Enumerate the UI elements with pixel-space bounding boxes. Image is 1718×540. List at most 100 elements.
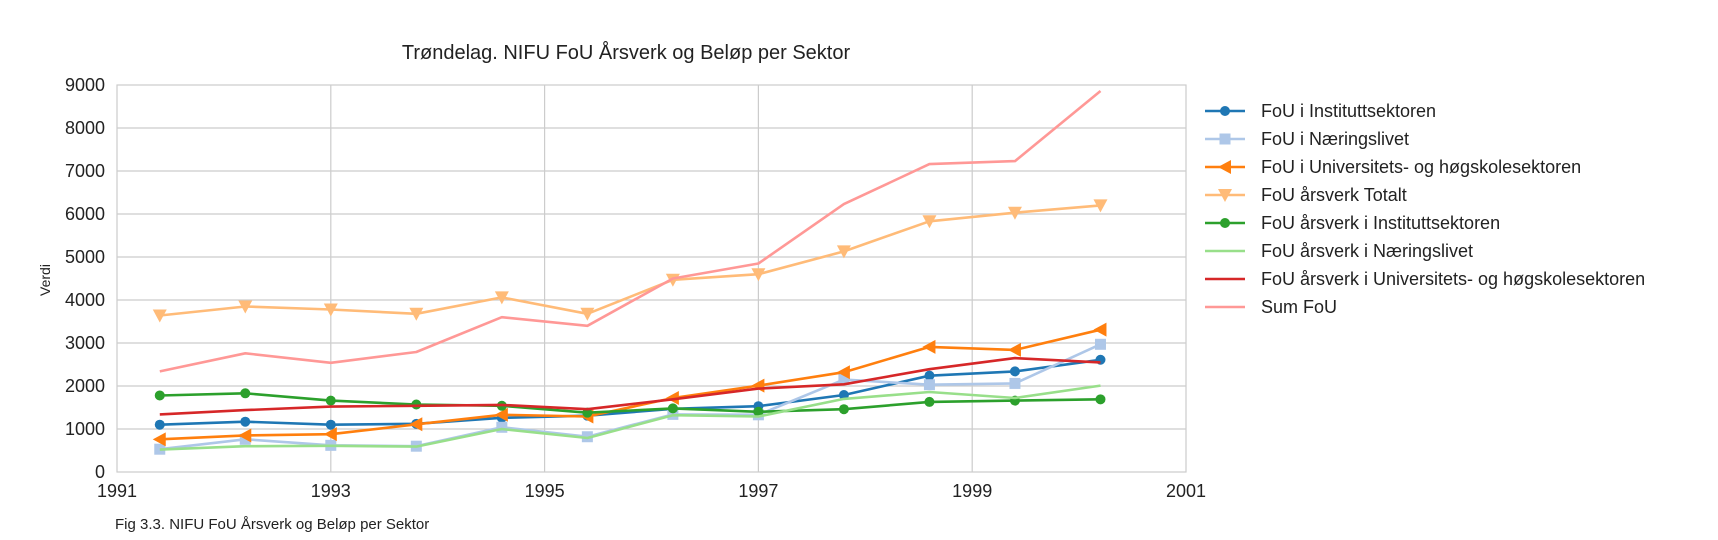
y-tick-label: 7000 <box>65 161 105 181</box>
data-point <box>922 215 937 229</box>
x-tick-label: 1991 <box>97 481 137 501</box>
series-line <box>159 356 1101 416</box>
legend-label: FoU årsverk i Instituttsektoren <box>1261 213 1500 233</box>
data-point <box>580 307 595 321</box>
y-tick-label: 1000 <box>65 419 105 439</box>
series-6 <box>159 384 1101 451</box>
y-tick-label: 3000 <box>65 333 105 353</box>
data-point <box>152 309 167 323</box>
legend-label: FoU årsverk i Næringslivet <box>1261 241 1473 261</box>
legend-marker <box>1220 106 1230 116</box>
chart-title: Trøndelag. NIFU FoU Årsverk og Beløp per… <box>402 41 851 64</box>
x-tick-label: 1993 <box>311 481 351 501</box>
data-point <box>238 300 253 314</box>
y-tick-label: 8000 <box>65 118 105 138</box>
data-point <box>1094 338 1106 350</box>
data-point <box>838 404 849 415</box>
legend-marker <box>1219 133 1231 145</box>
plot-area <box>116 84 1187 473</box>
data-point <box>154 443 166 455</box>
data-point <box>238 428 252 443</box>
series-5 <box>154 388 1106 418</box>
data-point <box>922 339 936 354</box>
series-line <box>159 89 1102 373</box>
y-tick-label: 9000 <box>65 75 105 95</box>
data-point <box>409 307 424 321</box>
legend-label: FoU i Næringslivet <box>1261 129 1409 149</box>
data-point <box>1009 366 1020 377</box>
data-point <box>923 379 935 391</box>
legend-label: FoU årsverk Totalt <box>1261 185 1407 205</box>
y-tick-label: 4000 <box>65 290 105 310</box>
data-point <box>1095 394 1106 405</box>
data-point <box>239 433 251 445</box>
legend-marker <box>1218 160 1231 174</box>
data-point <box>751 268 766 282</box>
x-tick-label: 1995 <box>525 481 565 501</box>
data-point <box>325 395 336 406</box>
series-line <box>159 328 1101 441</box>
legend-item: FoU årsverk i Instituttsektoren <box>1205 213 1500 233</box>
data-point <box>1093 199 1108 213</box>
legend-item: FoU årsverk i Næringslivet <box>1205 241 1473 261</box>
data-point <box>494 407 508 422</box>
series-line <box>159 204 1101 317</box>
legend-label: FoU i Instituttsektoren <box>1261 101 1436 121</box>
y-tick-label: 2000 <box>65 376 105 396</box>
data-point <box>836 365 850 380</box>
data-point <box>325 419 336 430</box>
data-point <box>1009 377 1021 389</box>
legend-label: FoU årsverk i Universitets- og høgskoles… <box>1261 269 1645 289</box>
data-point <box>1007 206 1022 220</box>
series-line <box>159 392 1101 414</box>
series-line <box>159 384 1101 451</box>
x-tick-label: 1997 <box>738 481 778 501</box>
data-point <box>1093 322 1107 337</box>
figure-caption: Fig 3.3. NIFU FoU Årsverk og Beløp per S… <box>115 516 430 533</box>
data-point <box>240 416 251 427</box>
legend-item: Sum FoU <box>1205 297 1337 317</box>
data-point <box>496 421 508 433</box>
data-point <box>409 417 423 432</box>
data-point <box>154 419 165 430</box>
series-8 <box>159 89 1102 373</box>
data-point <box>924 370 935 381</box>
data-point <box>667 403 678 414</box>
y-axis-label: Verdi <box>37 264 53 296</box>
legend-marker <box>1218 189 1232 202</box>
x-axis-ticks: 1991 1993 1995 1997 1999 2001 <box>97 481 1206 501</box>
legend: FoU i Instituttsektoren FoU i Næringslive… <box>1205 101 1645 317</box>
data-point <box>323 303 338 317</box>
legend-item: FoU i Universitets- og høgskolesektoren <box>1205 157 1581 177</box>
x-tick-label: 2001 <box>1166 481 1206 501</box>
y-tick-label: 6000 <box>65 204 105 224</box>
legend-item: FoU i Instituttsektoren <box>1205 101 1436 121</box>
data-point <box>924 396 935 407</box>
data-point <box>154 390 165 401</box>
data-point <box>753 406 764 417</box>
grid-lines <box>117 85 1186 472</box>
data-point <box>152 432 166 447</box>
data-point <box>1007 342 1021 357</box>
series-line <box>159 358 1101 426</box>
series-7 <box>159 356 1101 416</box>
legend-item: FoU årsverk Totalt <box>1205 185 1407 205</box>
x-tick-label: 1999 <box>952 481 992 501</box>
series-4 <box>152 199 1108 323</box>
data-point <box>323 427 337 442</box>
data-point <box>665 391 679 406</box>
data-point <box>494 291 509 305</box>
y-tick-label: 5000 <box>65 247 105 267</box>
legend-label: Sum FoU <box>1261 297 1337 317</box>
legend-marker <box>1220 218 1230 228</box>
data-point <box>838 374 850 386</box>
series-layer <box>152 89 1108 455</box>
legend-item: FoU i Næringslivet <box>1205 129 1409 149</box>
legend-item: FoU årsverk i Universitets- og høgskoles… <box>1205 269 1645 289</box>
legend-label: FoU i Universitets- og høgskolesektoren <box>1261 157 1581 177</box>
data-point <box>836 245 851 259</box>
y-tick-label: 0 <box>95 462 105 482</box>
y-axis-ticks: 0 1000 2000 3000 4000 5000 6000 7000 8000 9000 <box>65 75 105 482</box>
data-point <box>240 388 251 399</box>
